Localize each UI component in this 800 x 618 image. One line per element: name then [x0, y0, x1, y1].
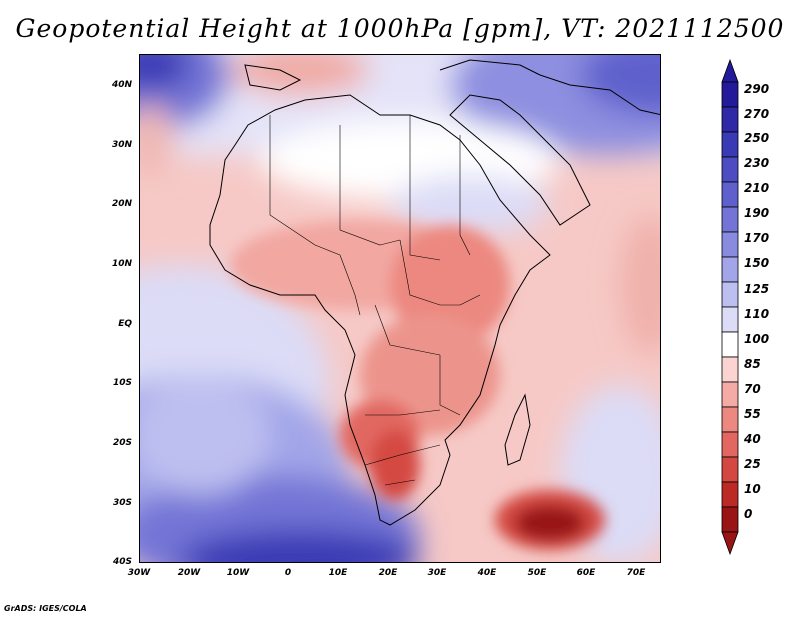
x-tick-20e: 20E: [378, 568, 398, 578]
y-tick-30n: 30N: [111, 140, 132, 150]
colorbar-cell: [721, 231, 739, 258]
x-tick-0: 0: [284, 568, 292, 578]
colorbar-label-110: 110: [744, 307, 770, 321]
colorbar: [721, 58, 739, 556]
x-tick-50e: 50E: [527, 568, 547, 578]
map-title: Geopotential Height at 1000hPa [gpm], VT…: [15, 14, 785, 43]
colorbar-label-40: 40: [744, 432, 761, 446]
colorbar-label-190: 190: [744, 206, 770, 220]
y-tick-eq: EQ: [118, 319, 132, 329]
colorbar-cell: [721, 506, 739, 533]
colorbar-label-10: 10: [744, 482, 761, 496]
colorbar-cell: [721, 356, 739, 383]
y-tick-30s: 30S: [112, 498, 132, 508]
x-tick-10e: 10E: [328, 568, 348, 578]
x-tick-20w: 20W: [177, 568, 201, 578]
colorbar-label-70: 70: [744, 382, 761, 396]
colorbar-label-0: 0: [744, 507, 753, 521]
colorbar-cell: [721, 306, 739, 333]
colorbar-cell: [721, 481, 739, 508]
colorbar-cell: [721, 256, 739, 283]
y-tick-40n: 40N: [111, 80, 132, 90]
map-panel: [139, 54, 661, 563]
y-tick-10n: 10N: [111, 259, 132, 269]
y-tick-10s: 10S: [112, 378, 132, 388]
x-tick-10w: 10W: [226, 568, 250, 578]
colorbar-label-290: 290: [744, 82, 770, 96]
y-tick-40s: 40S: [112, 557, 132, 567]
colorbar-cell: [721, 156, 739, 183]
colorbar-label-150: 150: [744, 256, 770, 270]
colorbar-label-230: 230: [744, 156, 770, 170]
colorbar-label-85: 85: [744, 357, 761, 371]
colorbar-label-250: 250: [744, 131, 770, 145]
colorbar-label-210: 210: [744, 181, 770, 195]
x-tick-30e: 30E: [427, 568, 447, 578]
colorbar-label-55: 55: [744, 407, 761, 421]
colorbar-cell: [721, 81, 739, 108]
colorbar-cell: [721, 206, 739, 233]
y-tick-20s: 20S: [112, 438, 132, 448]
country-borders: [269, 115, 481, 486]
x-tick-60e: 60E: [576, 568, 596, 578]
colorbar-label-170: 170: [744, 231, 770, 245]
y-tick-20n: 20N: [111, 199, 132, 209]
colorbar-cell: [721, 406, 739, 433]
colorbar-arrow-top: [721, 58, 739, 83]
grads-credit: GrADS: IGES/COLA: [4, 604, 87, 613]
colorbar-cell: [721, 181, 739, 208]
colorbar-label-270: 270: [744, 107, 770, 121]
colorbar-label-25: 25: [744, 457, 761, 471]
colorbar-cell: [721, 281, 739, 308]
colorbar-label-125: 125: [744, 282, 770, 296]
colorbar-arrow-bottom: [721, 531, 739, 556]
colorbar-cell: [721, 331, 739, 358]
x-tick-30w: 30W: [127, 568, 151, 578]
colorbar-cell: [721, 431, 739, 458]
geopotential-field: [140, 55, 660, 562]
colorbar-cell: [721, 131, 739, 158]
colorbar-label-100: 100: [744, 332, 770, 346]
colorbar-cell: [721, 456, 739, 483]
colorbar-cell: [721, 381, 739, 408]
coastlines: [209, 59, 660, 526]
x-tick-40e: 40E: [477, 568, 497, 578]
x-tick-70e: 70E: [626, 568, 646, 578]
colorbar-cell: [721, 106, 739, 133]
